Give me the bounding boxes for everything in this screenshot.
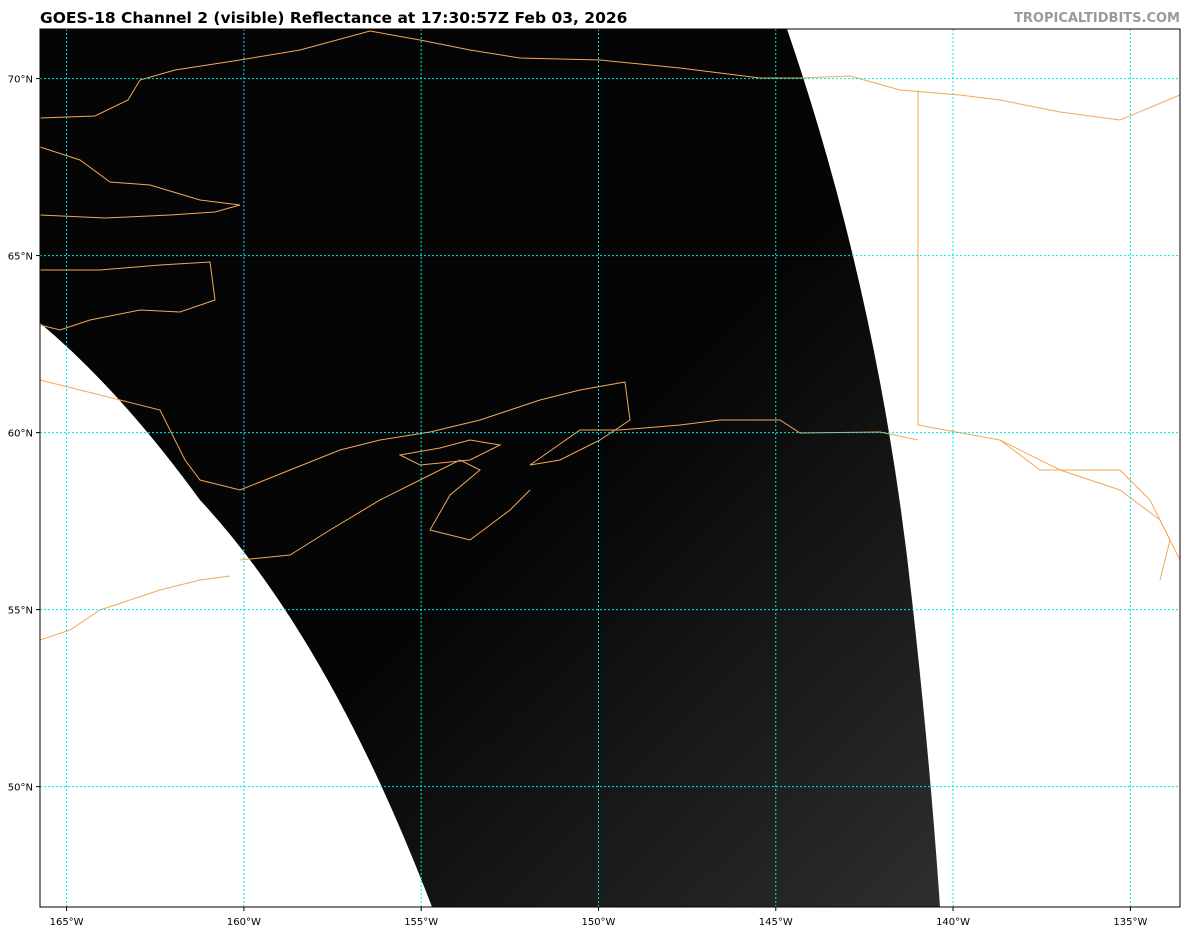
map-frame <box>39 28 1181 908</box>
lat-tick-label: 70°N <box>8 75 33 86</box>
site-credit: TROPICALTIDBITS.COM <box>1014 11 1180 26</box>
imagery-swath <box>40 29 940 907</box>
graticule <box>40 29 1180 907</box>
lon-tick-label: 155°W <box>404 917 438 928</box>
lat-tick-label: 65°N <box>8 252 33 263</box>
lon-tick-label: 165°W <box>50 917 84 928</box>
lon-tick-label: 150°W <box>581 917 615 928</box>
coastlines <box>40 30 1180 641</box>
lat-tick-label: 60°N <box>8 429 33 440</box>
lat-tick-label: 55°N <box>8 606 33 617</box>
lon-tick-label: 145°W <box>759 917 793 928</box>
lon-tick-label: 140°W <box>936 917 970 928</box>
lon-tick-label: 160°W <box>227 917 261 928</box>
lat-tick-label: 50°N <box>8 783 33 794</box>
map-title: GOES-18 Channel 2 (visible) Reflectance … <box>40 9 628 27</box>
lon-tick-label: 135°W <box>1113 917 1147 928</box>
